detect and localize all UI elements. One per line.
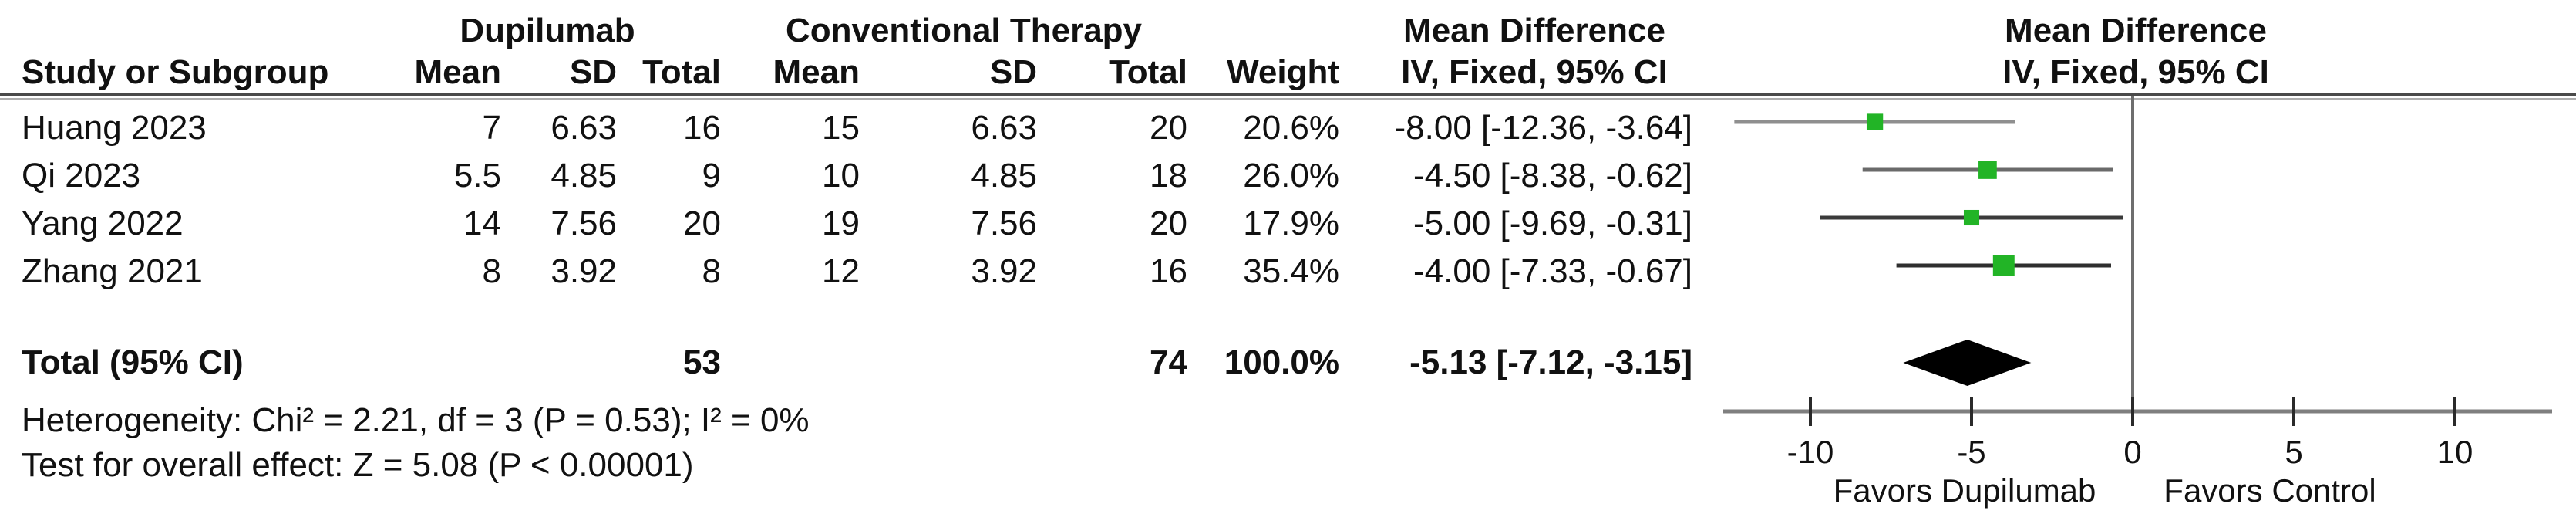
ci-text: -4.50 [-8.38, -0.62] <box>1413 157 1692 194</box>
axis-tick-label: -5 <box>1957 434 1985 470</box>
conv-mean: 12 <box>822 252 860 290</box>
study-name: Huang 2023 <box>22 109 207 147</box>
conv-sd: 7.56 <box>971 205 1037 242</box>
conv-sd: 4.85 <box>971 157 1037 194</box>
dup-sd: 7.56 <box>551 205 617 242</box>
weight: 20.6% <box>1243 109 1339 147</box>
study-name: Zhang 2021 <box>22 252 203 290</box>
col-header-dup-sd: SD <box>569 53 617 91</box>
conv-sd: 3.92 <box>971 252 1037 290</box>
dup-total: 20 <box>683 205 721 242</box>
dup-sd: 3.92 <box>551 252 617 290</box>
effect-square <box>1978 161 1997 179</box>
group-header-mean-difference-plot: Mean Difference <box>2005 12 2267 49</box>
effect-square <box>1963 209 1980 226</box>
group-header-mean-difference-text: Mean Difference <box>1403 12 1665 49</box>
favors-right-label: Favors Control <box>2164 472 2376 509</box>
weight: 35.4% <box>1243 252 1339 290</box>
col-header-dup-mean: Mean <box>414 53 501 91</box>
conv-sd: 6.63 <box>971 109 1037 147</box>
favors-left-label: Favors Dupilumab <box>1833 472 2096 509</box>
dup-sd: 4.85 <box>551 157 617 194</box>
weight: 17.9% <box>1243 205 1339 242</box>
conv-total: 18 <box>1150 157 1187 194</box>
ci-text: -4.00 [-7.33, -0.67] <box>1413 252 1692 290</box>
axis-tick-label: 10 <box>2437 434 2473 470</box>
col-header-dup-total: Total <box>642 53 721 91</box>
study-name: Yang 2022 <box>22 205 184 242</box>
effect-square <box>1866 113 1884 130</box>
pooled-diamond <box>1903 340 2032 386</box>
col-header-iv-fixed-text: IV, Fixed, 95% CI <box>1401 53 1668 91</box>
total-conv-total: 74 <box>1150 343 1187 381</box>
col-header-study: Study or Subgroup <box>22 53 329 91</box>
dup-mean: 5.5 <box>453 157 501 194</box>
heterogeneity-text: Heterogeneity: Chi² = 2.21, df = 3 (P = … <box>22 401 810 439</box>
dup-total: 16 <box>683 109 721 147</box>
group-header-conventional: Conventional Therapy <box>785 12 1143 49</box>
dup-total: 9 <box>702 157 721 194</box>
axis-tick-label: -10 <box>1787 434 1834 470</box>
total-weight: 100.0% <box>1224 343 1339 381</box>
col-header-iv-fixed-plot: IV, Fixed, 95% CI <box>2002 53 2269 91</box>
conv-mean: 15 <box>822 109 860 147</box>
weight: 26.0% <box>1243 157 1339 194</box>
axis-tick-label: 0 <box>2123 434 2141 470</box>
study-name: Qi 2023 <box>22 157 141 194</box>
col-header-conv-sd: SD <box>989 53 1037 91</box>
dup-mean: 8 <box>482 252 501 290</box>
conv-total: 20 <box>1150 109 1187 147</box>
ci-text: -8.00 [-12.36, -3.64] <box>1394 109 1692 147</box>
col-header-weight: Weight <box>1227 53 1339 91</box>
conv-mean: 10 <box>822 157 860 194</box>
overall-effect-text: Test for overall effect: Z = 5.08 (P < 0… <box>22 446 694 484</box>
dup-total: 8 <box>702 252 721 290</box>
axis-tick-label: 5 <box>2285 434 2302 470</box>
dup-mean: 14 <box>463 205 501 242</box>
group-header-dupilumab: Dupilumab <box>460 12 635 49</box>
conv-total: 16 <box>1150 252 1187 290</box>
total-ci-text: -5.13 [-7.12, -3.15] <box>1409 343 1692 381</box>
effect-square <box>1992 255 2015 276</box>
total-dup-total: 53 <box>683 343 721 381</box>
header-rule-shadow <box>0 98 2576 100</box>
total-label: Total (95% CI) <box>22 343 244 381</box>
dup-sd: 6.63 <box>551 109 617 147</box>
col-header-conv-mean: Mean <box>773 53 860 91</box>
header-rule <box>0 93 2576 96</box>
col-header-conv-total: Total <box>1109 53 1187 91</box>
ci-text: -5.00 [-9.69, -0.31] <box>1413 205 1692 242</box>
dup-mean: 7 <box>482 109 501 147</box>
conv-total: 20 <box>1150 205 1187 242</box>
conv-mean: 19 <box>822 205 860 242</box>
